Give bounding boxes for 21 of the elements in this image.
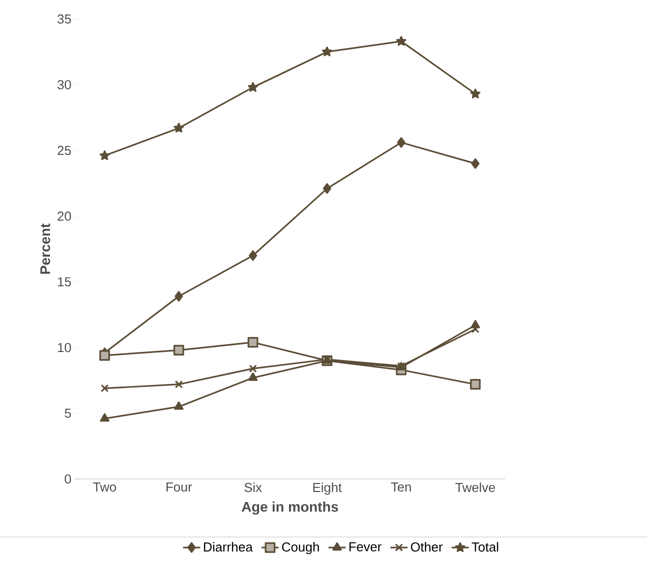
- legend-label: Other: [410, 542, 443, 552]
- y-tick-label: 0: [64, 474, 71, 484]
- x-tick-label: Four: [166, 482, 192, 492]
- y-tick-label: 10: [58, 342, 71, 352]
- x-tick-label: Ten: [391, 482, 411, 492]
- y-tick-label: 15: [58, 277, 71, 286]
- legend-label: Fever: [349, 542, 382, 552]
- y-tick-label: 20: [58, 212, 71, 221]
- x-tick-label: Eight: [313, 482, 342, 495]
- y-axis-title: Percent: [40, 223, 50, 274]
- x-tick-label: Six: [244, 482, 262, 492]
- legend-label: Cough: [282, 542, 319, 554]
- y-tick-label: 5: [64, 408, 71, 418]
- x-tick-label: Two: [93, 482, 116, 492]
- y-tick-label: 30: [58, 80, 71, 90]
- x-axis-title: Age in months: [242, 502, 338, 515]
- y-tick-label: 25: [58, 146, 71, 156]
- y-tick-label: 35: [58, 14, 71, 24]
- x-tick-label: Twelve: [455, 482, 495, 492]
- legend-label: Diarrhea: [204, 542, 253, 552]
- legend-label: Total: [472, 542, 498, 552]
